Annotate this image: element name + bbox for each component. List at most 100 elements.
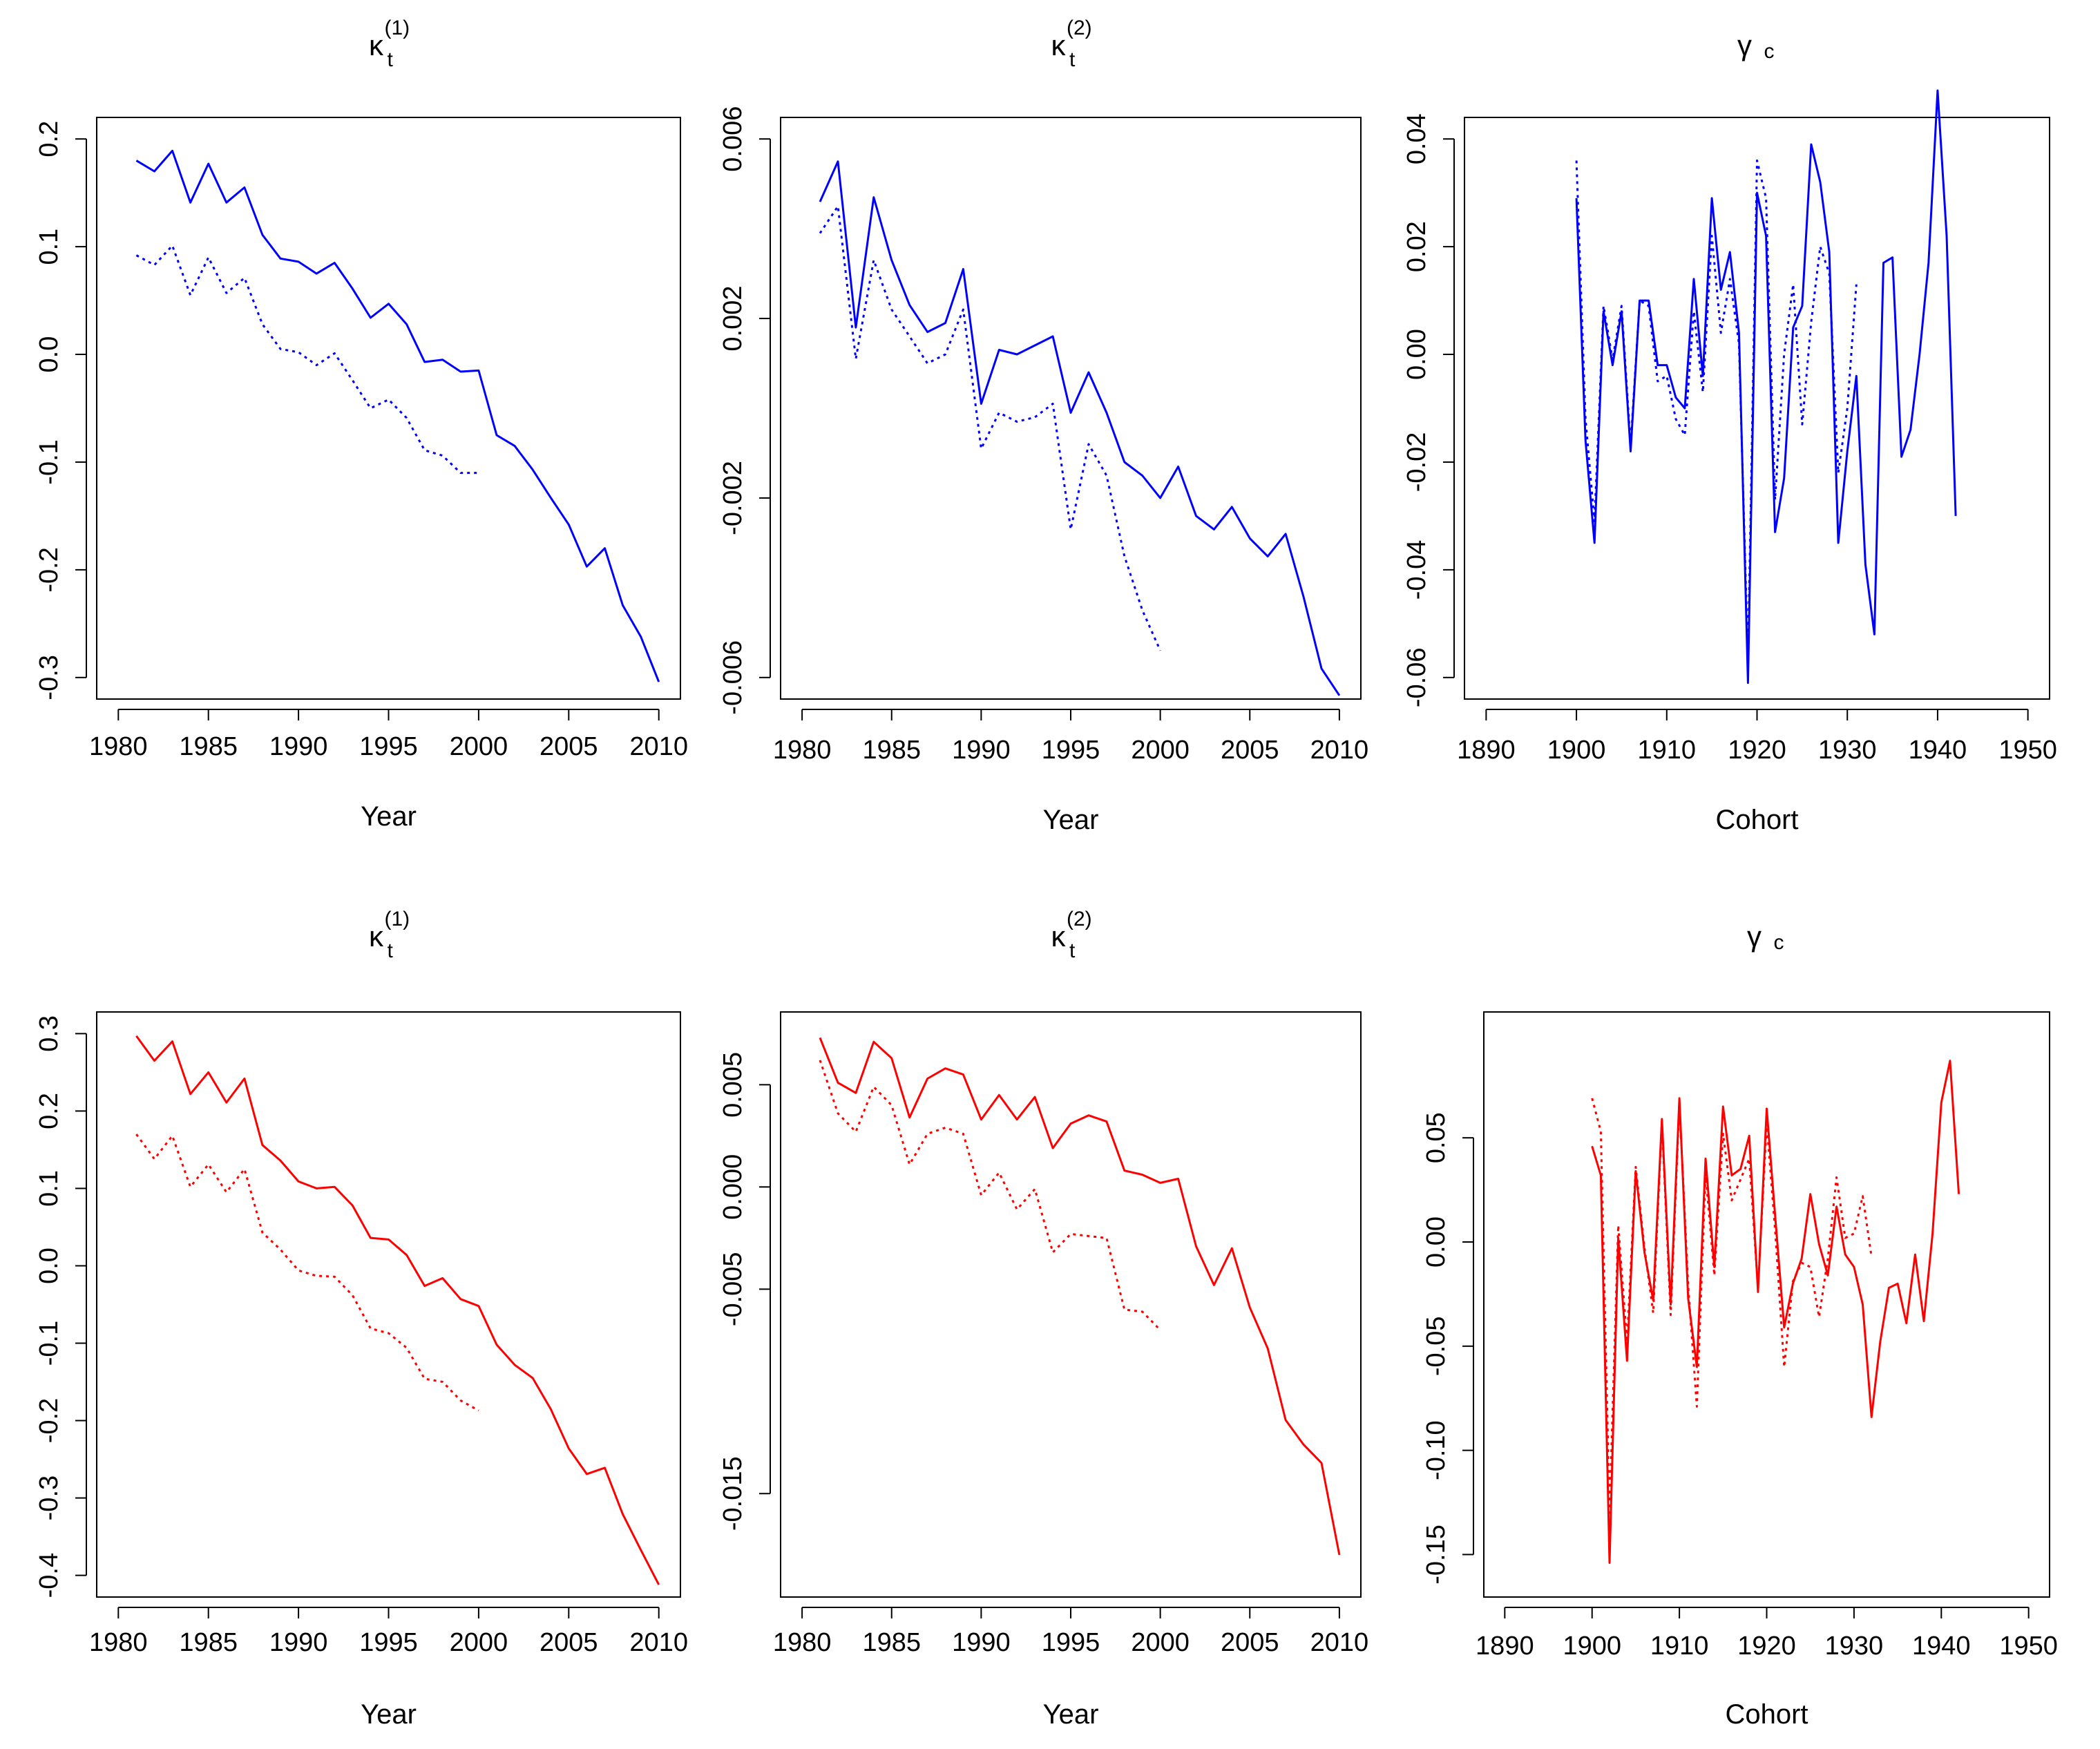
- y-tick-label: -0.06: [1402, 648, 1431, 708]
- plot-frame: [1464, 117, 2050, 700]
- x-tick-label: 1940: [1912, 1632, 1971, 1661]
- x-tick-label: 1990: [952, 1628, 1011, 1657]
- panel-top-gamma: 1890 1900 1910 1920 1930 1940 1950 -0.06 -0.04 -0…: [1402, 29, 2057, 835]
- y-tick-label: -0.1: [35, 439, 64, 484]
- x-tick-label: 2000: [1131, 736, 1190, 765]
- y-tick-label: -0.15: [1422, 1525, 1451, 1585]
- y-tick-label: 0.2: [35, 121, 64, 157]
- x-tick-label: 1985: [862, 736, 921, 765]
- y-tick-label: 0.00: [1422, 1216, 1451, 1268]
- series-solid: [819, 1037, 1341, 1556]
- series-solid: [1591, 1060, 1960, 1564]
- y-tick-label: -0.4: [35, 1553, 64, 1598]
- x-tick-label: 2005: [1221, 736, 1279, 765]
- x-tick-label: 1985: [862, 1628, 921, 1657]
- x-tick-label: 1990: [269, 1628, 328, 1657]
- y-tick-label: 0.04: [1402, 113, 1431, 164]
- series-line-dotted: [1575, 159, 1858, 662]
- series-dotted: [135, 245, 479, 475]
- series-dotted: [1591, 1098, 1873, 1514]
- x-tick-label: 1980: [89, 1628, 148, 1657]
- series-line-dotted: [1591, 1098, 1873, 1514]
- x-tick-label: 2005: [1221, 1628, 1279, 1657]
- y-tick-label: 0.3: [35, 1015, 64, 1052]
- x-tick-label: 1890: [1476, 1632, 1534, 1661]
- series-line-solid: [135, 149, 660, 682]
- plot-frame: [96, 1011, 681, 1598]
- panel-bottom-kappa2: 1980 1985 1990 1995 2000 2005 2010 -0.015 -0.005…: [718, 908, 1368, 1730]
- x-tick-label: 1900: [1563, 1632, 1621, 1661]
- panel-title-symbol: γ: [1737, 29, 1752, 61]
- series-solid: [135, 149, 660, 682]
- panel-bottom-gamma: 1890 1900 1910 1920 1930 1940 1950 -0.15 -0.10 -0…: [1422, 920, 2058, 1730]
- y-tick-label: 0.002: [718, 286, 747, 352]
- y-tick-label: -0.015: [718, 1456, 747, 1531]
- x-tick-label: 1950: [1999, 1632, 2058, 1661]
- x-tick-label: 1910: [1650, 1632, 1709, 1661]
- x-tick-label: 1930: [1818, 736, 1877, 765]
- x-tick-label: 1980: [89, 732, 148, 761]
- series-dotted: [819, 205, 1161, 651]
- plot-frame: [96, 117, 681, 700]
- x-axis-title: Cohort: [1725, 1699, 1808, 1730]
- x-tick-label: 1910: [1638, 736, 1697, 765]
- x-tick-label: 1985: [179, 732, 238, 761]
- y-tick-label: 0.02: [1402, 221, 1431, 272]
- plot-frame: [780, 117, 1362, 700]
- y-tick-label: 0.000: [718, 1154, 747, 1220]
- x-tick-label: 1995: [359, 1628, 418, 1657]
- x-tick-label: 1980: [773, 1628, 832, 1657]
- x-axis-title: Year: [1043, 1699, 1099, 1730]
- y-tick-label: -0.04: [1402, 540, 1431, 600]
- y-tick-label: 0.005: [718, 1052, 747, 1118]
- y-tick-label: 0.2: [35, 1093, 64, 1129]
- series-line-solid: [1591, 1060, 1960, 1564]
- plot-frame: [1483, 1011, 2050, 1598]
- series-line-solid: [819, 160, 1341, 696]
- panel-title-subscript: c: [1764, 40, 1775, 63]
- x-tick-label: 1990: [269, 732, 328, 761]
- panel-title-symbol: γ: [1747, 920, 1762, 953]
- series-solid: [819, 160, 1341, 696]
- x-tick-label: 1920: [1737, 1632, 1796, 1661]
- y-tick-label: 0.05: [1422, 1112, 1451, 1163]
- series-line-dotted: [819, 205, 1161, 651]
- x-tick-label: 2010: [629, 1628, 688, 1657]
- panel-title-symbol: κ: [369, 920, 384, 953]
- y-tick-label: 0.00: [1402, 329, 1431, 380]
- panel-title-subscript: t: [1069, 939, 1076, 962]
- y-tick-label: -0.10: [1422, 1420, 1451, 1480]
- series-dotted: [819, 1060, 1161, 1331]
- x-tick-label: 2000: [450, 732, 508, 761]
- y-tick-label: -0.005: [718, 1252, 747, 1326]
- x-axis-title: Cohort: [1715, 805, 1798, 835]
- plot-frame: [780, 1011, 1362, 1598]
- x-tick-label: 2010: [1310, 1628, 1369, 1657]
- panel-title-subscript: t: [388, 48, 394, 71]
- x-tick-label: 1950: [1998, 736, 2057, 765]
- panel-title-symbol: κ: [369, 29, 384, 61]
- panel-top-kappa1: 1980 1985 1990 1995 2000 2005 2010 -0.3 -0.2 -0.1…: [35, 17, 688, 832]
- panel-title-superscript: (2): [1067, 17, 1092, 39]
- panel-title-subscript: t: [1069, 48, 1076, 71]
- x-tick-label: 1930: [1825, 1632, 1884, 1661]
- x-tick-label: 2000: [1131, 1628, 1190, 1657]
- series-line-solid: [135, 1035, 660, 1585]
- series-line-dotted: [819, 1060, 1161, 1331]
- y-tick-label: -0.2: [35, 547, 64, 592]
- y-tick-label: 0.1: [35, 1170, 64, 1207]
- x-tick-label: 2010: [629, 732, 688, 761]
- series-line-solid: [819, 1037, 1341, 1556]
- y-tick-label: -0.2: [35, 1398, 64, 1443]
- series-line-dotted: [135, 1134, 479, 1412]
- x-tick-label: 2005: [540, 1628, 598, 1657]
- y-tick-label: -0.1: [35, 1321, 64, 1366]
- panel-title-subscript: t: [388, 939, 394, 962]
- x-axis-title: Year: [361, 1699, 417, 1730]
- x-tick-label: 1980: [773, 736, 832, 765]
- panel-title-superscript: (1): [385, 908, 410, 930]
- series-dotted: [135, 1134, 479, 1412]
- panel-top-kappa2: 1980 1985 1990 1995 2000 2005 2010 -0.006 -0.002…: [718, 17, 1368, 835]
- x-axis-title: Year: [361, 801, 417, 832]
